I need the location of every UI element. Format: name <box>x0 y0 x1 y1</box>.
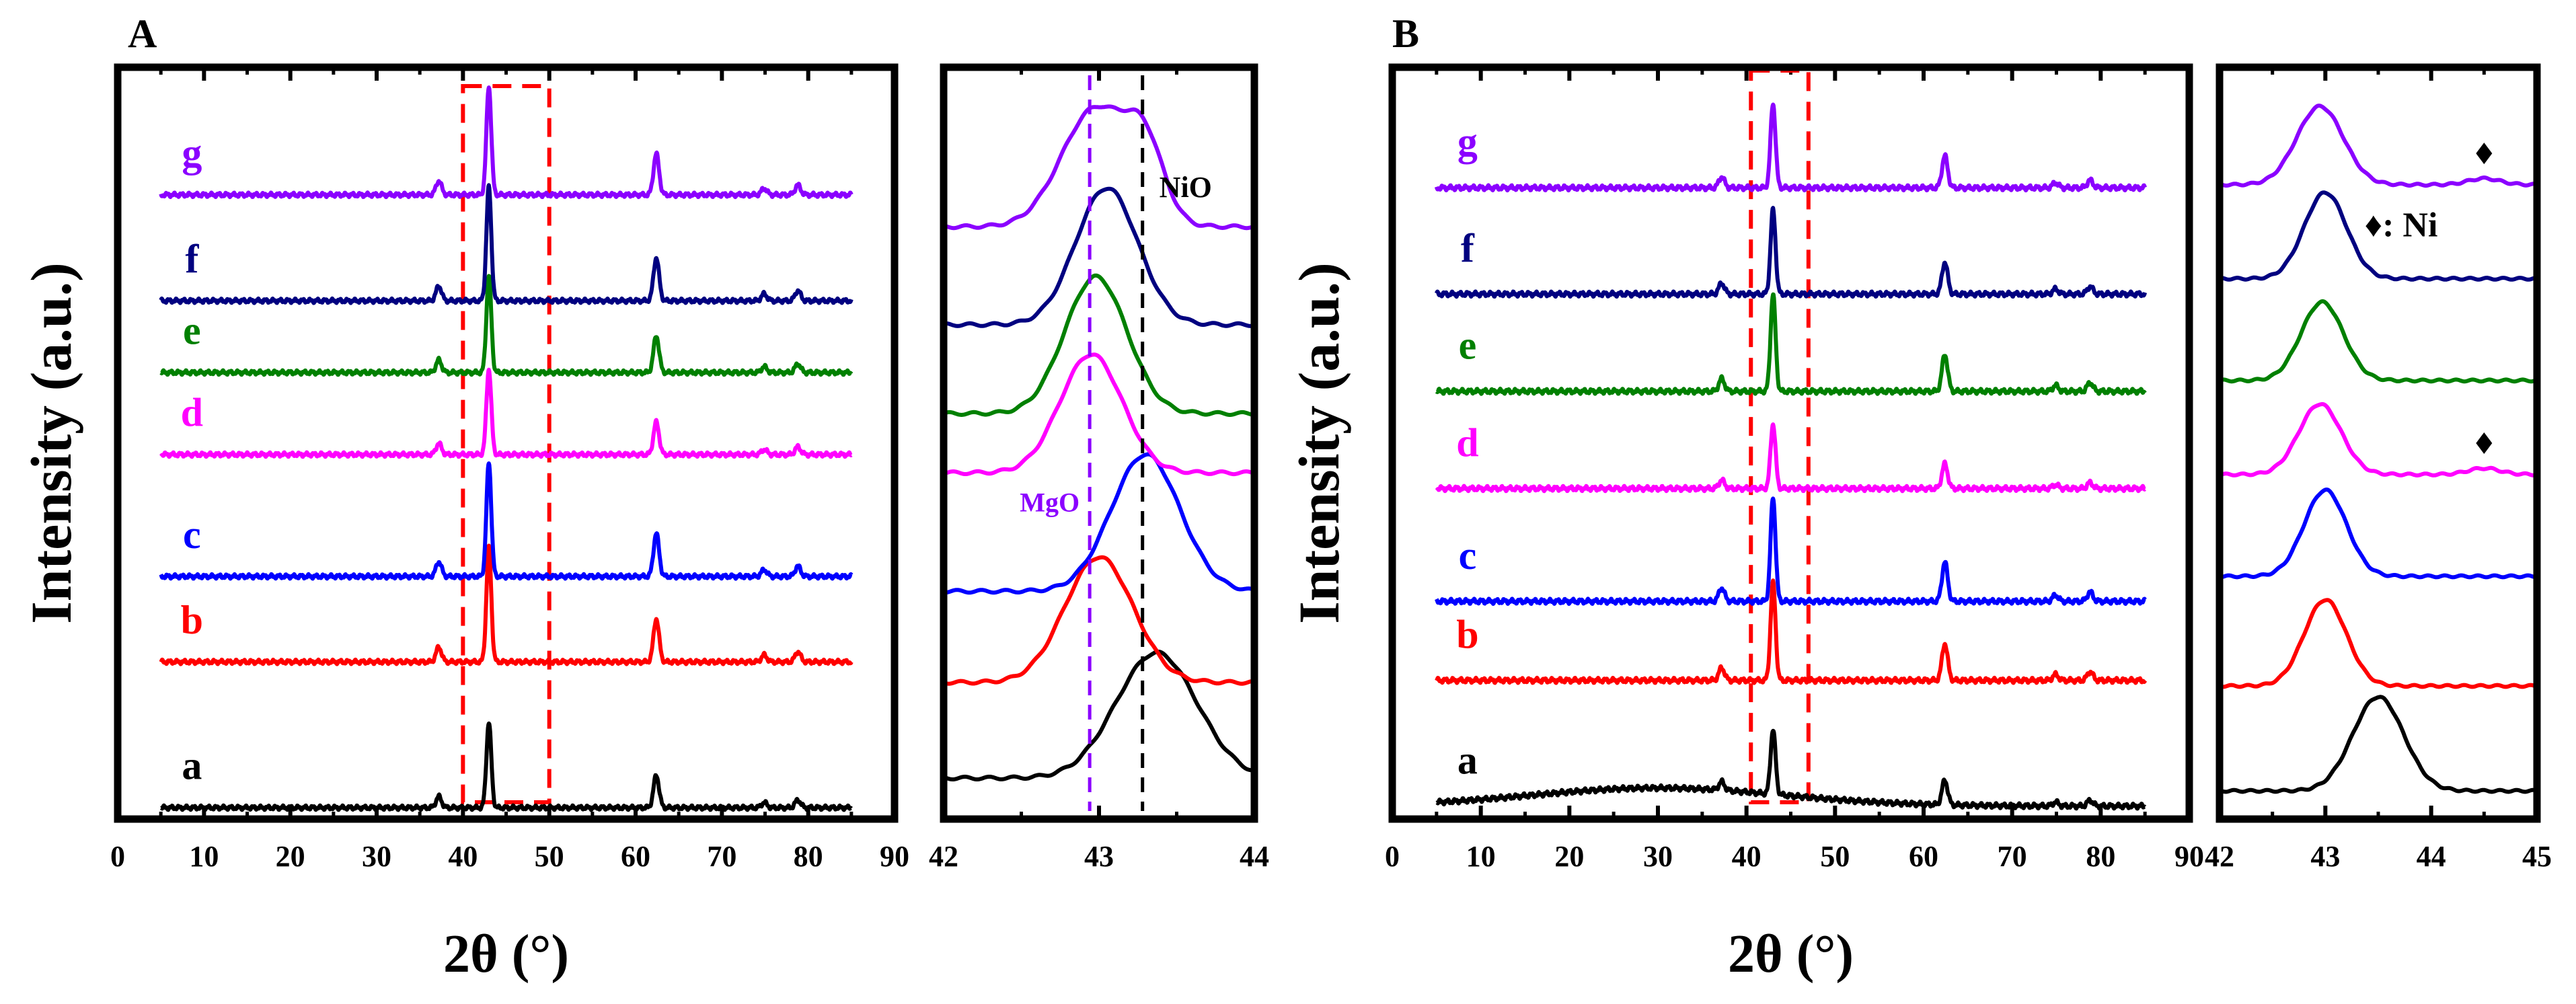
series-label-c: c <box>1459 533 1477 578</box>
series-label-c: c <box>183 512 201 557</box>
series-g-pattern <box>1434 102 2147 193</box>
series-e-pattern <box>159 274 854 377</box>
series-a-pattern <box>159 721 854 812</box>
x-tick-label: 60 <box>1909 840 1938 873</box>
x-tick-label: 70 <box>707 840 736 873</box>
x-tick-label: 80 <box>794 840 823 873</box>
zoom-series-e <box>2219 299 2538 384</box>
panel-label-B: B <box>1392 11 1419 56</box>
zoom-series-c <box>2219 488 2538 580</box>
zoom-series-a <box>2219 695 2538 794</box>
zoom-series-f <box>2219 190 2538 282</box>
x-tick-label: 43 <box>2310 840 2340 873</box>
zoom-series-a <box>943 650 1255 781</box>
highlight-box <box>461 84 552 804</box>
series-label-e: e <box>183 309 201 353</box>
y-axis-title: Intensity (a.u.) <box>19 262 83 624</box>
series-label-d: d <box>181 391 203 435</box>
plot-frame <box>1388 63 2193 823</box>
x-axis-title: 2θ (°) <box>443 925 569 984</box>
x-tick-label: 42 <box>929 840 958 873</box>
series-label-a: a <box>1457 738 1478 783</box>
series-b-pattern <box>1435 578 2147 685</box>
series-label-b: b <box>181 598 203 642</box>
x-tick-label: 42 <box>2205 840 2234 873</box>
series-label-f: f <box>185 237 199 281</box>
reference-label-nio: NiO <box>1160 171 1212 204</box>
series-f-pattern <box>1435 206 2148 299</box>
reference-label-mgo: MgO <box>1020 488 1079 518</box>
x-tick-label: 40 <box>448 840 478 873</box>
x-axis-title: 2θ (°) <box>1728 925 1854 984</box>
series-label-g: g <box>1457 120 1478 164</box>
x-tick-label: 50 <box>535 840 564 873</box>
series-a-pattern <box>1435 728 2147 811</box>
series-label-g: g <box>182 130 202 175</box>
x-tick-label: 43 <box>1084 840 1114 873</box>
series-label-d: d <box>1456 420 1478 465</box>
ni-diamond-marker <box>2476 143 2493 165</box>
series-label-e: e <box>1459 323 1477 368</box>
x-tick-label: 44 <box>2417 840 2446 873</box>
zoom-series-g <box>943 104 1255 231</box>
x-tick-label: 80 <box>2086 840 2115 873</box>
plot-frame <box>2215 63 2541 823</box>
zoom-series-c <box>943 452 1255 595</box>
x-tick-label: 0 <box>110 840 125 873</box>
series-label-b: b <box>1456 613 1478 657</box>
series-c-pattern <box>1435 496 2147 606</box>
series-b-pattern <box>159 543 854 666</box>
panel-A-zoom: 42 43 44 MgO NiO <box>929 63 1269 873</box>
x-tick-label: 20 <box>276 840 305 873</box>
x-tick-label: 90 <box>2174 840 2204 873</box>
plot-frame <box>114 63 899 823</box>
zoom-series-f <box>943 186 1255 328</box>
series-d-pattern <box>1435 422 2147 494</box>
ni-diamond-marker <box>2476 432 2493 454</box>
plot-frame <box>940 63 1258 823</box>
x-tick-label: 0 <box>1385 840 1400 873</box>
x-tick-label: 20 <box>1554 840 1584 873</box>
x-tick-label: 44 <box>1240 840 1269 873</box>
series-e-pattern <box>1435 292 2147 396</box>
series-f-pattern <box>159 183 854 305</box>
x-tick-label: 30 <box>362 840 391 873</box>
panel-B-zoom: 42 43 44 45 ♦: Ni <box>2205 63 2552 873</box>
series-label-a: a <box>182 744 202 788</box>
zoom-series-b <box>943 555 1255 686</box>
x-tick-label: 60 <box>621 840 650 873</box>
x-tick-label: 30 <box>1643 840 1673 873</box>
zoom-series-d <box>2219 402 2538 477</box>
x-tick-label: 70 <box>1998 840 2027 873</box>
series-g-pattern <box>159 85 854 200</box>
x-tick-label: 45 <box>2522 840 2552 873</box>
panel-B-main: 0 10 20 30 40 50 60 70 80 90 a bc d e f g 2θ (°) Intensit… <box>1287 11 2204 984</box>
x-tick-label: 10 <box>189 840 219 873</box>
x-tick-label: 90 <box>880 840 909 873</box>
series-label-f: f <box>1461 226 1475 270</box>
zoom-series-b <box>2219 598 2538 689</box>
y-axis-title: Intensity (a.u.) <box>1287 262 1351 624</box>
panel-A-main: 0 10 20 30 40 50 60 70 80 90 a bc def g 2θ (°) Intensit… <box>19 11 909 984</box>
ni-legend: ♦: Ni <box>2365 206 2438 245</box>
x-tick-label: 10 <box>1466 840 1496 873</box>
highlight-box <box>1749 69 1811 804</box>
zoom-series-e <box>943 273 1255 417</box>
series-d-pattern <box>159 367 854 459</box>
zoom-series-d <box>943 352 1255 477</box>
x-tick-label: 40 <box>1732 840 1761 873</box>
panel-label-A: A <box>128 11 157 56</box>
zoom-series-g <box>2219 104 2538 188</box>
series-c-pattern <box>159 461 854 581</box>
x-tick-label: 50 <box>1820 840 1850 873</box>
